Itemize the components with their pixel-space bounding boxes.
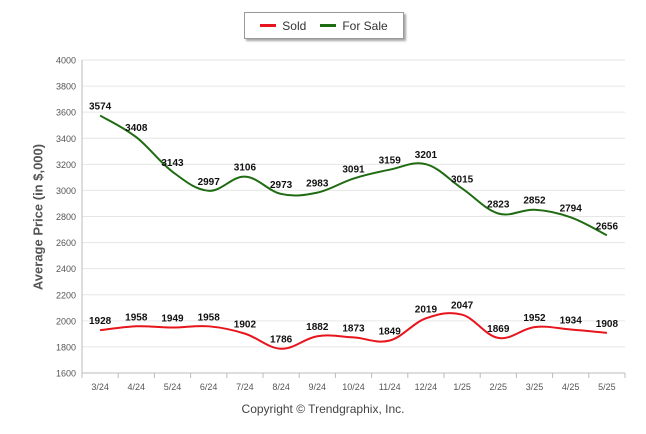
y-tick-label: 3400 [56,134,76,144]
data-label-for-sale: 2983 [306,179,329,190]
data-label-for-sale: 3091 [342,165,365,176]
data-label-for-sale: 3201 [415,150,438,161]
legend-swatch-for-sale [320,24,337,27]
x-tick-label: 1/25 [453,382,471,392]
chart-legend: Sold For Sale [244,12,404,39]
data-label-sold: 1952 [523,313,546,324]
x-tick-label: 12/24 [415,382,438,392]
y-tick-label: 2000 [56,316,76,326]
x-tick-label: 8/24 [272,382,290,392]
y-tick-label: 3200 [56,160,76,170]
data-label-for-sale: 2973 [270,180,293,191]
y-tick-label: 2200 [56,290,76,300]
data-label-sold: 1902 [234,320,257,331]
x-tick-label: 4/25 [562,382,580,392]
y-tick-label: 2600 [56,238,76,248]
data-label-sold: 1849 [379,327,402,338]
x-tick-label: 7/24 [236,382,254,392]
legend-label-for-sale: For Sale [342,18,388,33]
x-tick-label: 5/24 [164,382,182,392]
data-label-sold: 1934 [560,315,583,326]
data-label-for-sale: 3106 [234,163,257,174]
data-label-for-sale: 2794 [560,203,583,214]
x-tick-label: 3/24 [91,382,109,392]
y-tick-label: 1600 [56,369,76,379]
data-label-for-sale: 3408 [125,123,148,134]
data-label-sold: 1869 [487,324,510,335]
data-label-sold: 1873 [342,323,365,334]
data-label-sold: 1786 [270,335,293,346]
legend-item-for-sale[interactable]: For Sale [320,18,388,33]
legend-item-sold[interactable]: Sold [260,19,306,33]
data-label-sold: 1882 [306,322,329,333]
x-tick-label: 6/24 [200,382,218,392]
data-label-for-sale: 2823 [487,200,510,211]
data-label-sold: 1958 [198,312,221,323]
legend-swatch-sold [260,24,277,27]
data-label-sold: 1949 [161,313,184,324]
data-label-sold: 1928 [89,316,112,327]
x-tick-label: 9/24 [309,382,327,392]
data-label-for-sale: 2852 [523,196,546,207]
x-tick-label: 3/25 [526,382,544,392]
data-label-for-sale: 3159 [379,156,402,167]
y-tick-label: 2800 [56,212,76,222]
x-tick-label: 10/24 [342,382,365,392]
data-label-for-sale: 3015 [451,174,474,185]
y-tick-label: 1800 [56,342,76,352]
x-tick-label: 4/24 [128,382,146,392]
data-label-for-sale: 3574 [89,102,112,113]
data-label-sold: 1958 [125,312,148,323]
series-line-for-sale [99,114,608,237]
data-label-for-sale: 3143 [161,158,184,169]
data-label-for-sale: 2656 [596,221,619,232]
copyright-text: Copyright © Trendgraphix, Inc. [241,402,405,416]
legend-label-sold: Sold [282,18,307,33]
y-tick-label: 2400 [56,264,76,274]
y-tick-label: 3600 [56,108,76,118]
y-tick-label: 4000 [56,56,76,66]
x-tick-label: 2/25 [490,382,508,392]
data-label-sold: 1908 [596,319,619,330]
data-label-for-sale: 2997 [198,177,221,188]
data-label-sold: 2047 [451,301,474,312]
y-tick-label: 3800 [56,82,76,92]
x-tick-label: 5/25 [598,382,616,392]
data-label-sold: 2019 [415,304,438,315]
series-line-sold [99,312,607,350]
x-tick-label: 11/24 [379,382,401,392]
y-tick-label: 3000 [56,186,76,196]
